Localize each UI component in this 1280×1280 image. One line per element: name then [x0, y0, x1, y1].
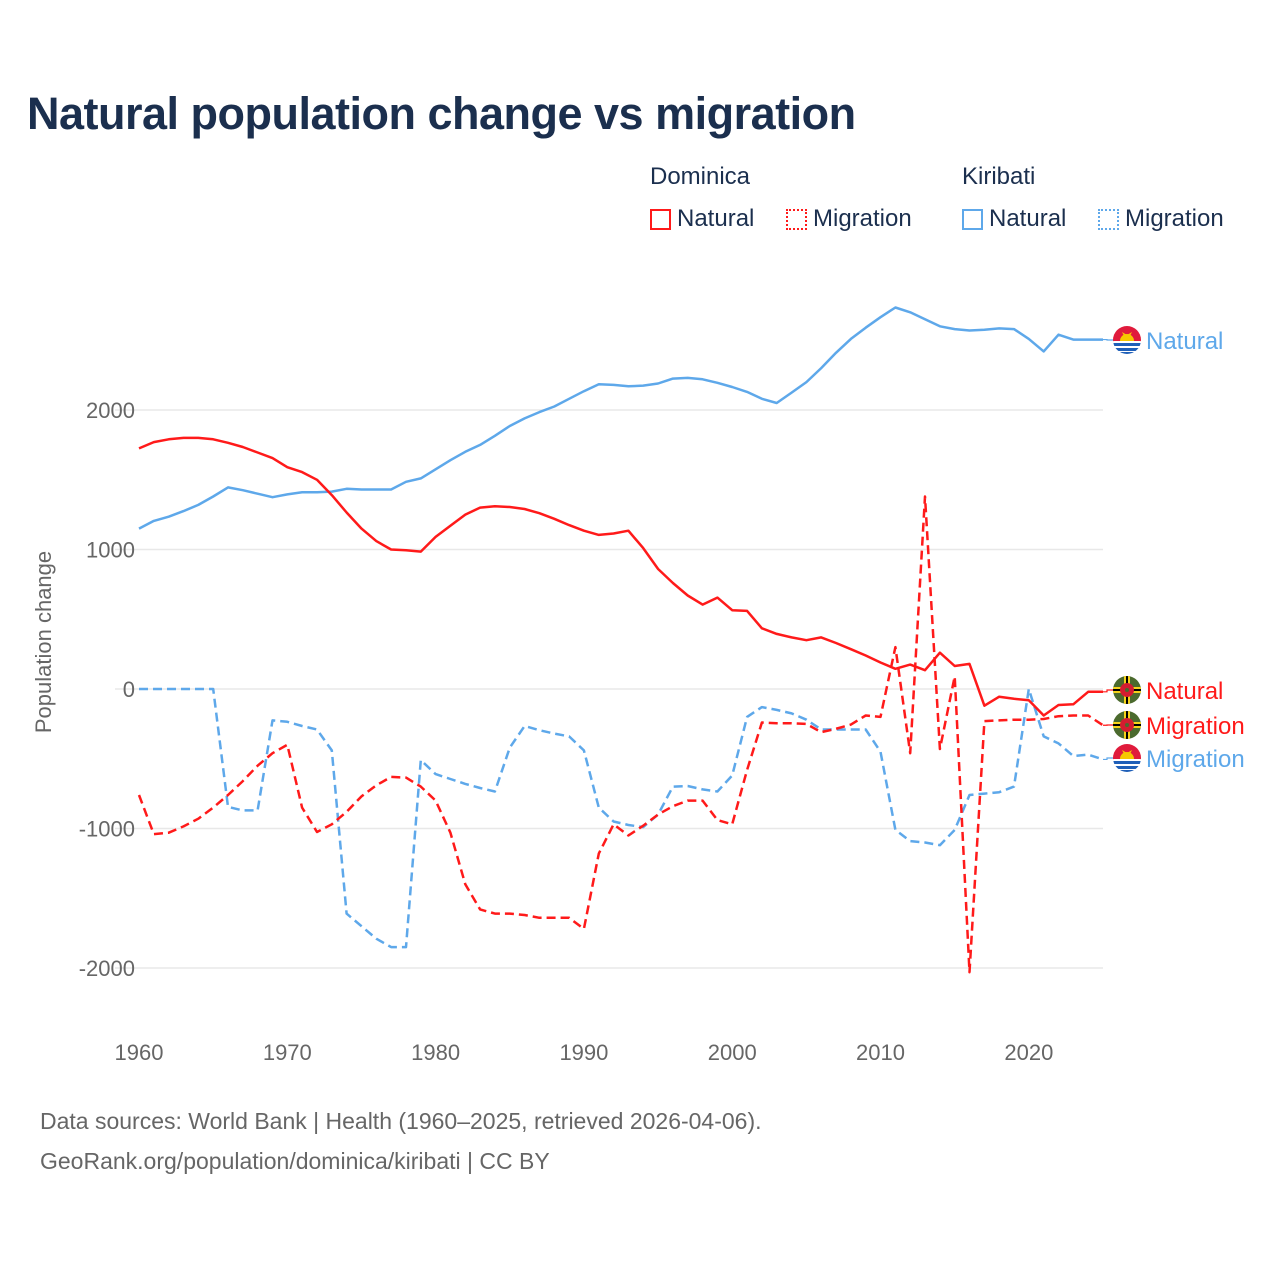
label-connector [1103, 757, 1115, 761]
x-tick-label: 1960 [115, 1040, 164, 1065]
legend-swatch-solid [650, 208, 671, 230]
y-tick-label: 1000 [86, 538, 135, 563]
x-tick-label: 1970 [263, 1040, 312, 1065]
series-end-label: Migration [1146, 713, 1245, 740]
legend-label: Natural [989, 205, 1067, 232]
x-tick-label: 2010 [856, 1040, 905, 1065]
series-end-label: Natural [1146, 678, 1223, 705]
label-connector [1103, 689, 1115, 693]
legend-label: Migration [813, 205, 912, 232]
chart-title: Natural population change vs migration [27, 88, 856, 139]
series-line-dominica-natural [138, 436, 1103, 717]
legend-group-kiribati: Kiribati [962, 163, 1036, 190]
legend-dominica-migration[interactable]: Migration [786, 205, 912, 233]
y-tick-label: -2000 [79, 956, 135, 981]
kiribati-flag-icon [1113, 326, 1141, 355]
legend-kiribati-migration[interactable]: Migration [1098, 205, 1224, 233]
legend-label: Migration [1125, 205, 1224, 232]
legend-label: Natural [677, 205, 755, 232]
footer-source: Data sources: World Bank | Health (1960–… [40, 1108, 762, 1134]
y-axis-label: Population change [31, 551, 56, 733]
legend-group-dominica: Dominica [650, 163, 751, 190]
legend-swatch-dotted [1098, 208, 1119, 230]
kiribati-flag-icon [1113, 744, 1141, 773]
legend-kiribati-natural[interactable]: Natural [962, 205, 1066, 233]
legend-swatch-dotted [786, 208, 807, 230]
series-end-label: Natural [1146, 328, 1223, 355]
x-tick-label: 2020 [1004, 1040, 1053, 1065]
y-tick-label: 2000 [86, 398, 135, 423]
series-end-label: Migration [1146, 746, 1245, 773]
dominica-flag-icon [1113, 711, 1141, 739]
x-tick-label: 1990 [559, 1040, 608, 1065]
x-tick-label: 2000 [708, 1040, 757, 1065]
y-tick-label: -1000 [79, 817, 135, 842]
x-tick-label: 1980 [411, 1040, 460, 1065]
series-line-kiribati-natural [138, 306, 1103, 530]
series-line-kiribati-migration [139, 687, 1104, 949]
legend-swatch-solid [962, 208, 983, 230]
series-line-dominica-migration [137, 495, 1104, 974]
dominica-flag-icon [1113, 676, 1141, 704]
footer-link[interactable]: GeoRank.org/population/dominica/kiribati… [40, 1148, 550, 1174]
y-tick-label: 0 [123, 677, 135, 702]
legend-dominica-natural[interactable]: Natural [650, 205, 754, 233]
